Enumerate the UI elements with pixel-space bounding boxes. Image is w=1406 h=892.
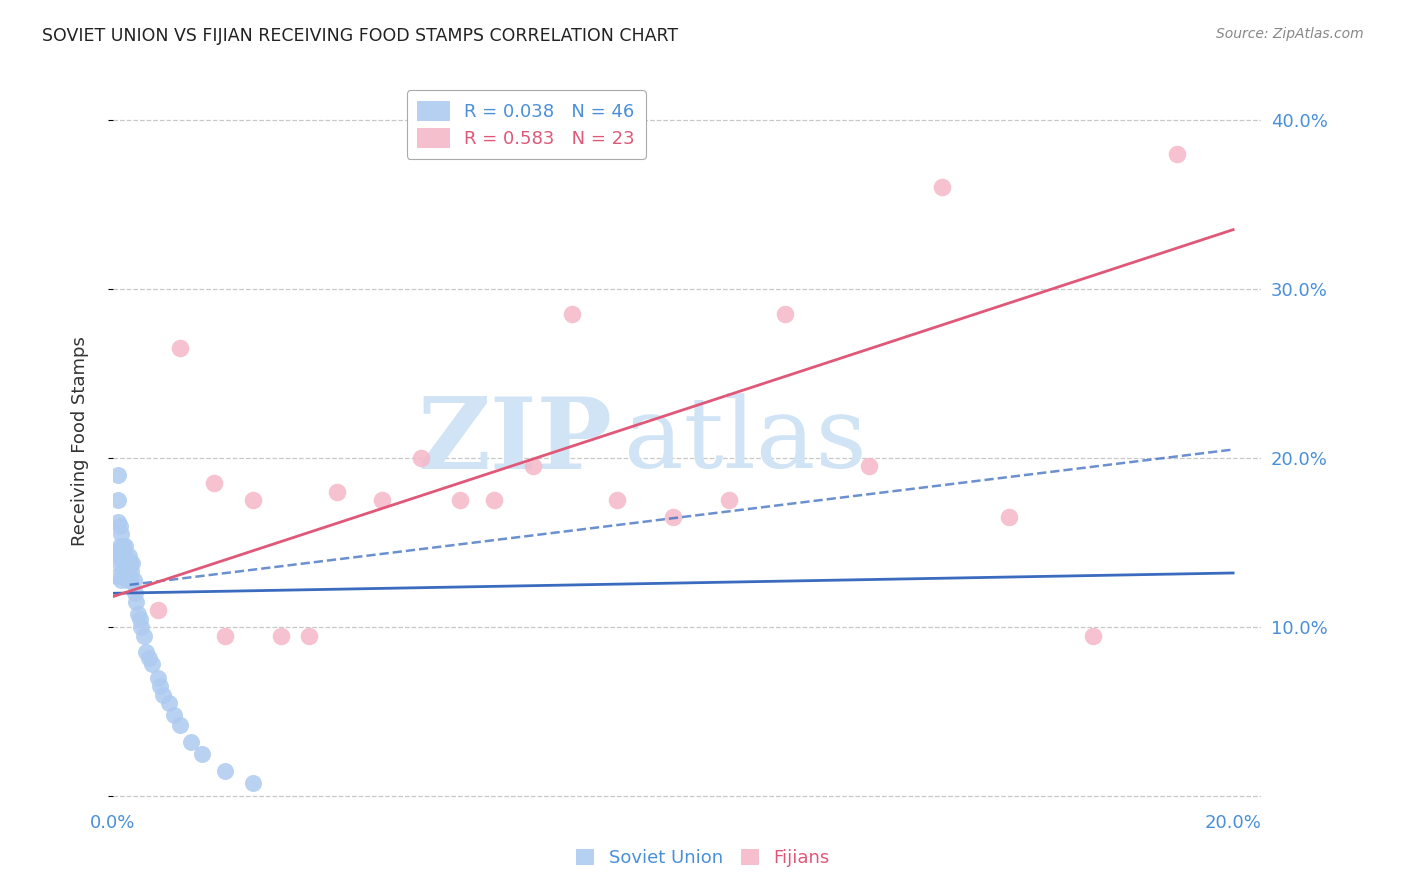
Point: [105, 569, 128, 583]
Point: [117, 549, 139, 563]
Point: [858, 459, 880, 474]
Point: [169, 718, 191, 732]
Point: [107, 544, 129, 558]
Point: [157, 696, 180, 710]
Point: [214, 764, 236, 778]
Point: [606, 493, 628, 508]
Point: [482, 493, 505, 508]
Point: [135, 645, 157, 659]
Point: [107, 467, 129, 482]
Point: [1081, 629, 1104, 643]
Point: [242, 775, 264, 789]
Point: [111, 539, 134, 553]
Point: [326, 484, 349, 499]
Point: [298, 629, 321, 643]
Point: [138, 650, 160, 665]
Point: [107, 515, 129, 529]
Point: [132, 629, 155, 643]
Point: [115, 561, 138, 575]
Point: [127, 607, 149, 621]
Point: [180, 735, 202, 749]
Point: [773, 307, 796, 321]
Legend: R = 0.038   N = 46, R = 0.583   N = 23: R = 0.038 N = 46, R = 0.583 N = 23: [406, 90, 645, 159]
Point: [449, 493, 471, 508]
Point: [108, 539, 131, 553]
Point: [522, 459, 544, 474]
Point: [107, 493, 129, 508]
Y-axis label: Receiving Food Stamps: Receiving Food Stamps: [72, 336, 89, 546]
Point: [115, 573, 138, 587]
Point: [122, 573, 145, 587]
Point: [108, 518, 131, 533]
Point: [998, 510, 1021, 524]
Point: [1166, 146, 1188, 161]
Point: [409, 450, 432, 465]
Point: [118, 556, 141, 570]
Point: [112, 547, 135, 561]
Point: [114, 556, 136, 570]
Point: [111, 552, 134, 566]
Point: [111, 566, 134, 580]
Point: [120, 564, 142, 578]
Point: [110, 527, 132, 541]
Legend: Soviet Union, Fijians: Soviet Union, Fijians: [569, 841, 837, 874]
Point: [163, 708, 186, 723]
Point: [124, 586, 146, 600]
Point: [146, 603, 169, 617]
Point: [146, 671, 169, 685]
Text: Source: ZipAtlas.com: Source: ZipAtlas.com: [1216, 27, 1364, 41]
Point: [125, 595, 148, 609]
Point: [931, 180, 953, 194]
Point: [110, 552, 132, 566]
Point: [214, 629, 236, 643]
Point: [169, 341, 191, 355]
Point: [370, 493, 392, 508]
Point: [121, 556, 143, 570]
Point: [152, 688, 174, 702]
Point: [112, 561, 135, 575]
Point: [202, 476, 225, 491]
Point: [114, 539, 136, 553]
Point: [141, 657, 163, 672]
Point: [270, 629, 292, 643]
Point: [108, 556, 131, 570]
Point: [129, 620, 152, 634]
Text: SOVIET UNION VS FIJIAN RECEIVING FOOD STAMPS CORRELATION CHART: SOVIET UNION VS FIJIAN RECEIVING FOOD ST…: [42, 27, 678, 45]
Point: [717, 493, 740, 508]
Point: [662, 510, 685, 524]
Point: [561, 307, 583, 321]
Text: atlas: atlas: [624, 393, 866, 489]
Text: ZIP: ZIP: [418, 392, 613, 490]
Point: [128, 612, 150, 626]
Point: [191, 747, 214, 761]
Point: [149, 679, 172, 693]
Point: [110, 573, 132, 587]
Point: [118, 573, 141, 587]
Point: [105, 544, 128, 558]
Point: [242, 493, 264, 508]
